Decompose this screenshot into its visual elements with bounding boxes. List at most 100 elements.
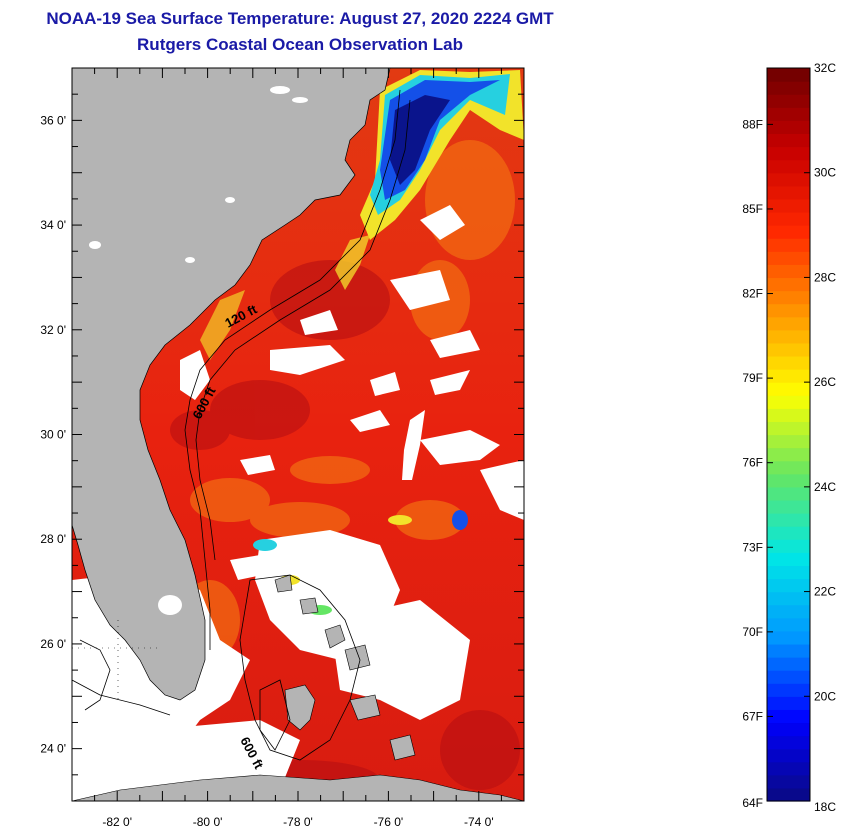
colorbar-band [767,172,810,187]
colorbar-band [767,473,810,488]
lon-tick-label: -74 0' [464,815,494,829]
colorbar-band [767,264,810,279]
cold-coastal-water [200,70,524,360]
colorbar-band [767,238,810,252]
colorbar-band [767,225,810,239]
colorbar-band [767,447,810,462]
colorbar-band [767,185,810,200]
colorbar-band [767,565,810,580]
colorbar-band [767,604,810,619]
colorbar-band [767,107,810,121]
colorbar-frame [766,67,811,802]
lat-tick-label: 28 0' [40,532,66,546]
colorbar-band [767,342,810,357]
colorbar-celsius-label: 28C [814,270,836,284]
colorbar-band [767,316,810,331]
colorbar-band [767,499,810,514]
inland-lakes [89,86,308,615]
colorbar-band [767,591,810,606]
colorbar-fahrenheit-label: 88F [742,117,763,131]
colorbar-ticks [767,67,810,802]
colorbar-band [767,355,810,370]
colorbar-band [767,303,810,318]
colorbar-band [767,709,810,724]
lat-tick-label: 24 0' [40,742,66,756]
colorbar-fahrenheit-labels: 88F 85F 82F 79F 76F 73F 70F 67F 64F [742,117,763,810]
colorbar-celsius-label: 24C [814,480,836,494]
sst-map: 120 ft 600 ft 600 ft -82 0' -80 0' -78 0' -… [40,67,525,829]
colorbar-band [767,787,810,802]
latitude-labels: 36 0' 34 0' 32 0' 30 0' 28 0' 26 0' 24 0' [40,113,66,755]
colorbar-band [767,408,810,423]
colorbar-band [767,761,810,776]
colorbar-fahrenheit-label: 64F [742,796,763,810]
colorbar-band [767,159,810,174]
graticule-dots [72,620,160,700]
lat-tick-label: 26 0' [40,637,66,651]
colorbar-celsius-labels: 32C 30C 28C 26C 24C 22C 20C 18C [814,61,836,814]
colorbar-band [767,198,810,213]
colorbar-band [767,526,810,540]
temperature-colorbar: 32C 30C 28C 26C 24C 22C 20C 18C 88F 85F 82F 79F 76F… [742,61,836,814]
colorbar-band [767,120,810,135]
colorbar-band [767,539,810,553]
colorbar-band [767,748,810,763]
colorbar-band [767,683,810,697]
colorbar-band [767,369,810,383]
colorbar-band [767,617,810,632]
colorbar-band [767,81,810,95]
lon-tick-label: -82 0' [102,815,132,829]
map-subtitle: Rutgers Coastal Ocean Observation Lab [137,35,463,54]
colorbar-band [767,578,810,593]
colorbar-band [767,460,810,475]
colorbar-fahrenheit-label: 73F [742,540,763,554]
map-title: NOAA-19 Sea Surface Temperature: August … [46,9,554,28]
colorbar-band [767,251,810,265]
colorbar-band [767,486,810,501]
colorbar-band [767,722,810,737]
bahamas-islands [274,574,416,761]
colorbar-band [767,382,810,396]
lon-tick-label: -78 0' [283,815,313,829]
lon-tick-label: -80 0' [193,815,223,829]
colorbar-fahrenheit-label: 70F [742,625,763,639]
colorbar-bands [767,68,810,802]
colorbar-band [767,133,810,148]
colorbar-band [767,146,810,161]
colorbar-band [767,329,810,344]
lat-tick-label: 32 0' [40,323,66,337]
colorbar-celsius-label: 20C [814,689,836,703]
colorbar-band [767,630,810,645]
colorbar-band [767,696,810,710]
colorbar-band [767,434,810,449]
lat-tick-label: 30 0' [40,428,66,442]
colorbar-band [767,774,810,789]
axis-ticks [72,68,524,801]
lat-tick-label: 34 0' [40,218,66,232]
land-us-southeast [72,68,391,701]
colorbar-band [767,552,810,566]
bathymetry-contours [72,89,411,761]
colorbar-celsius-label: 26C [814,375,836,389]
colorbar-fahrenheit-label: 85F [742,202,763,216]
colorbar-band [767,290,810,305]
colorbar-celsius-label: 32C [814,61,836,75]
colorbar-band [767,735,810,750]
colorbar-band [767,277,810,292]
colorbar-band [767,657,810,671]
lon-tick-label: -76 0' [374,815,404,829]
colorbar-band [767,211,810,226]
colorbar-band [767,643,810,658]
longitude-labels: -82 0' -80 0' -78 0' -76 0' -74 0' [102,815,493,829]
colorbar-celsius-label: 22C [814,585,836,599]
colorbar-fahrenheit-label: 67F [742,709,763,723]
colorbar-fahrenheit-label: 76F [742,456,763,470]
colorbar-band [767,395,810,409]
colorbar-band [767,670,810,684]
colorbar-fahrenheit-label: 82F [742,287,763,301]
colorbar-band [767,513,810,527]
lat-tick-label: 36 0' [40,113,66,127]
colorbar-band [767,94,810,108]
colorbar-celsius-label: 30C [814,166,836,180]
